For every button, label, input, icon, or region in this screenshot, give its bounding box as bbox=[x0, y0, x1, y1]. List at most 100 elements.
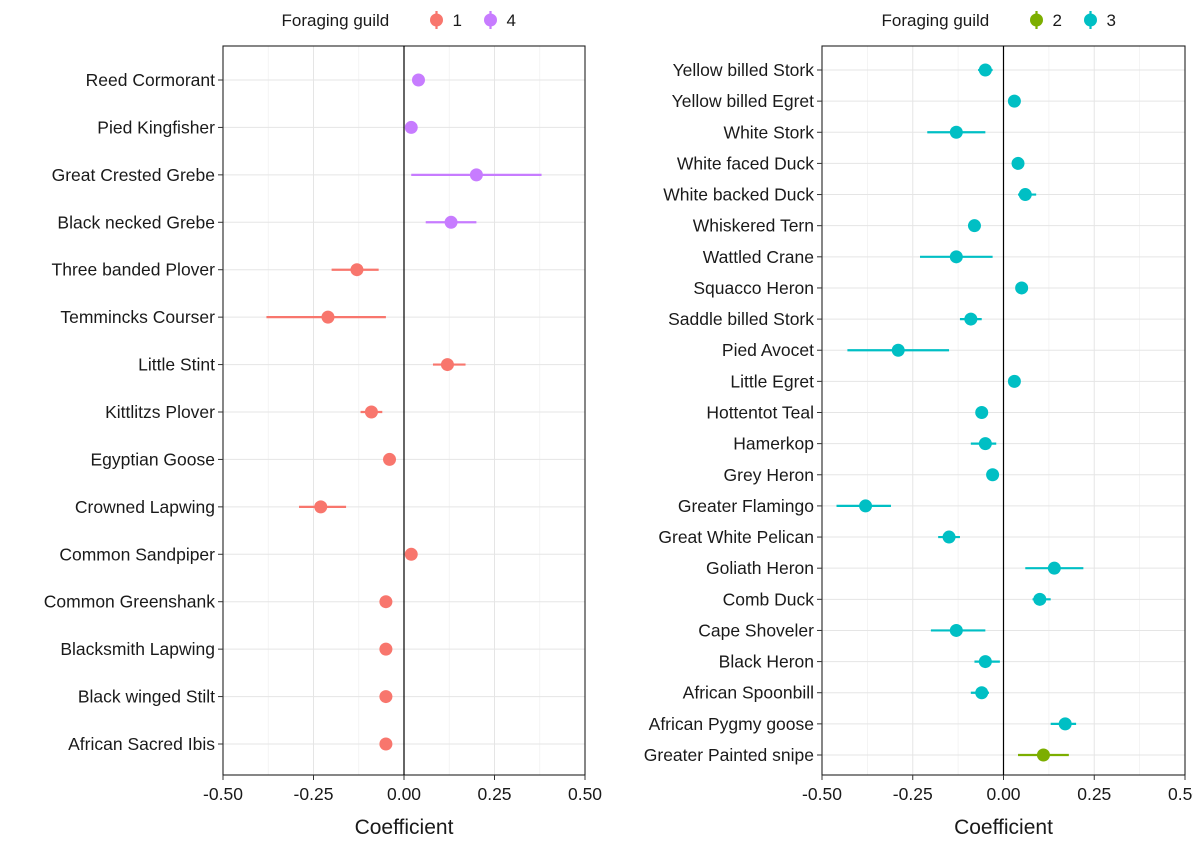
data-point bbox=[383, 452, 397, 466]
y-tick-label: Temmincks Courser bbox=[60, 307, 215, 327]
y-tick-label: Greater Painted snipe bbox=[644, 745, 814, 765]
data-point bbox=[404, 120, 418, 134]
x-tick-label: 0.50 bbox=[1168, 784, 1193, 804]
y-tick-label: African Sacred Ibis bbox=[68, 734, 215, 754]
data-point bbox=[411, 73, 425, 87]
y-tick-label: Goliath Heron bbox=[706, 558, 814, 578]
data-point-group bbox=[970, 437, 997, 451]
data-point-group bbox=[1007, 374, 1021, 388]
y-tick-label: Black winged Stilt bbox=[78, 687, 215, 707]
chart-panel-2: Yellow billed Stork Yellow billed Egret Wh… bbox=[644, 11, 1193, 839]
data-point bbox=[404, 547, 418, 561]
data-point-group bbox=[974, 655, 1000, 669]
y-tick-label: Saddle billed Stork bbox=[668, 309, 814, 329]
y-tick-label: Pied Kingfisher bbox=[97, 117, 215, 137]
y-tick-label: Yellow billed Stork bbox=[673, 60, 815, 80]
y-tick-label: Squacco Heron bbox=[693, 278, 814, 298]
legend-entry-label: 1 bbox=[453, 11, 462, 30]
data-point-group bbox=[379, 737, 393, 751]
data-point-group bbox=[1018, 748, 1069, 762]
data-point bbox=[321, 310, 335, 324]
y-tick-label: Common Sandpiper bbox=[59, 544, 215, 564]
y-tick-label: Hottentot Teal bbox=[706, 403, 814, 423]
data-point-group bbox=[1011, 156, 1025, 170]
data-point-group bbox=[920, 250, 993, 264]
y-tick-label: Crowned Lapwing bbox=[75, 497, 215, 517]
data-point bbox=[379, 642, 393, 656]
y-tick-label: White backed Duck bbox=[663, 185, 814, 205]
data-point bbox=[978, 655, 992, 669]
data-point bbox=[379, 595, 393, 609]
data-point-group bbox=[425, 215, 477, 229]
y-tick-label: Black Heron bbox=[719, 652, 814, 672]
x-tick-label: -0.25 bbox=[893, 784, 933, 804]
x-tick-label: 0.50 bbox=[568, 784, 602, 804]
data-point bbox=[1047, 561, 1061, 575]
legend-key-dot bbox=[484, 13, 497, 27]
data-point-group bbox=[331, 263, 379, 277]
data-point-group bbox=[930, 623, 986, 637]
y-tick-label: Egyptian Goose bbox=[90, 449, 215, 469]
chart-panel-1: Reed Cormorant Pied Kingfisher Great Crest… bbox=[44, 11, 602, 839]
data-point bbox=[1018, 188, 1032, 202]
data-point bbox=[469, 168, 483, 182]
data-point bbox=[949, 250, 963, 264]
legend-entry-label: 2 bbox=[1053, 11, 1062, 30]
data-point bbox=[379, 737, 393, 751]
data-point-group bbox=[967, 219, 981, 233]
data-point bbox=[942, 530, 956, 544]
y-tick-label: Great White Pelican bbox=[658, 527, 814, 547]
y-tick-label: Kittlitzs Plover bbox=[105, 402, 215, 422]
data-point bbox=[314, 500, 328, 514]
data-point bbox=[1036, 748, 1050, 762]
data-point-group bbox=[1025, 561, 1084, 575]
y-tick-label: Black necked Grebe bbox=[57, 212, 215, 232]
data-point bbox=[859, 499, 873, 513]
legend-key-dot bbox=[1030, 13, 1043, 27]
y-tick-label: Yellow billed Egret bbox=[672, 91, 814, 111]
x-tick-label: -0.25 bbox=[294, 784, 334, 804]
y-tick-label: Wattled Crane bbox=[703, 247, 814, 267]
data-point bbox=[986, 468, 1000, 482]
data-point-group bbox=[978, 63, 993, 77]
data-point-group bbox=[404, 547, 418, 561]
legend-entry-label: 3 bbox=[1107, 11, 1116, 30]
data-point bbox=[891, 343, 905, 357]
y-tick-label: Grey Heron bbox=[724, 465, 814, 485]
data-point-group bbox=[1015, 281, 1029, 295]
data-point-group bbox=[1050, 717, 1077, 731]
data-point bbox=[964, 312, 978, 326]
y-tick-label: Little Egret bbox=[730, 371, 814, 391]
legend-key-dot bbox=[430, 13, 443, 27]
data-point-group bbox=[379, 642, 393, 656]
y-tick-label: Greater Flamingo bbox=[678, 496, 814, 516]
y-tick-label: African Spoonbill bbox=[683, 683, 814, 703]
y-tick-label: Hamerkop bbox=[733, 434, 814, 454]
data-point-group bbox=[360, 405, 383, 419]
legend-title: Foraging guild bbox=[282, 11, 390, 30]
y-tick-label: Reed Cormorant bbox=[86, 70, 215, 90]
data-point-group bbox=[432, 358, 466, 372]
data-point bbox=[1007, 374, 1021, 388]
data-point-group bbox=[1032, 592, 1051, 606]
x-axis-title: Coefficient bbox=[954, 816, 1053, 839]
data-point bbox=[1058, 717, 1072, 731]
y-tick-label: White Stork bbox=[724, 122, 815, 142]
data-point bbox=[364, 405, 378, 419]
data-point bbox=[975, 686, 989, 700]
legend-key-dot bbox=[1084, 13, 1097, 27]
data-point bbox=[978, 437, 992, 451]
data-point bbox=[1033, 592, 1047, 606]
x-tick-label: -0.50 bbox=[203, 784, 243, 804]
legend: Foraging guild 1 4 bbox=[282, 11, 516, 30]
x-tick-label: -0.50 bbox=[802, 784, 842, 804]
y-tick-label: Whiskered Tern bbox=[693, 216, 814, 236]
x-tick-label: 0.00 bbox=[986, 784, 1020, 804]
data-point bbox=[978, 63, 992, 77]
y-tick-label: Three banded Plover bbox=[52, 260, 216, 280]
data-point bbox=[949, 125, 963, 139]
data-point-group bbox=[970, 686, 989, 700]
data-point bbox=[949, 623, 963, 637]
legend: Foraging guild 2 3 bbox=[882, 11, 1116, 30]
data-point bbox=[1007, 94, 1021, 108]
